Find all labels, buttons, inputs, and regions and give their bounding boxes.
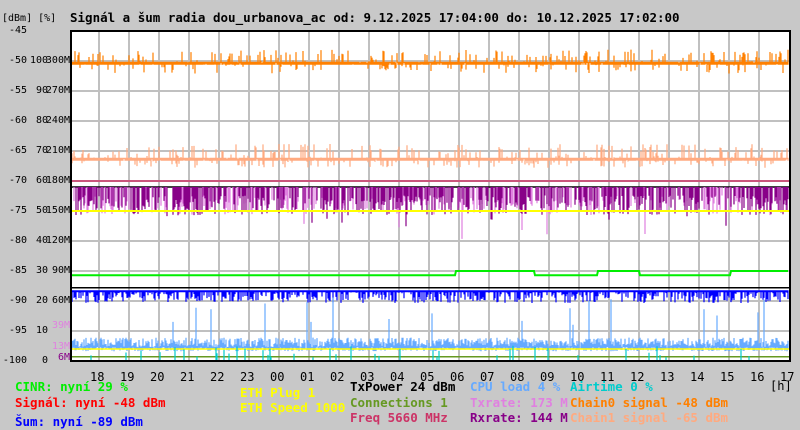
y-tick-label: 40: [35, 235, 48, 246]
y-tick-label: 100: [29, 55, 48, 66]
y-tick-label: 50: [35, 205, 48, 216]
x-tick-label: 06: [450, 370, 465, 384]
y-tick-label: 80: [35, 115, 48, 126]
y-tick-label: -85: [8, 265, 27, 276]
x-tick-label: 22: [210, 370, 225, 384]
legend-signal: Signál: nyní -48 dBm: [15, 395, 166, 410]
x-tick-label: 10: [570, 370, 585, 384]
y-tick-label: 90M: [51, 265, 70, 276]
y-tick-label: -80: [8, 235, 27, 246]
plot-border: [70, 30, 791, 362]
legend-freq: Freq 5660 MHz: [350, 410, 448, 425]
series-airtime: [90, 345, 750, 361]
x-tick-label: 07: [480, 370, 495, 384]
x-tick-label: 20: [150, 370, 165, 384]
series-cinr: [72, 270, 788, 277]
x-tick-label: 08: [510, 370, 525, 384]
y-tick-label: -100: [2, 355, 27, 366]
x-tick-label: 18: [90, 370, 105, 384]
y-tick-label: 13M: [51, 341, 70, 353]
y-tick-label: 10: [35, 325, 48, 336]
y-tick-label: -75: [8, 205, 27, 216]
y-tick-label: 300M: [45, 55, 70, 66]
units-label: [dBm] [%]: [2, 13, 57, 24]
x-tick-label: 01: [300, 370, 315, 384]
y-tick-label: -50: [8, 55, 27, 66]
y-tick-label: -65: [8, 145, 27, 156]
y-tick-label: -60: [8, 115, 27, 126]
y-tick-label: 150M: [45, 205, 70, 216]
legend-noise: Šum: nyní -89 dBm: [15, 414, 143, 429]
legend-connections: Connections 1: [350, 395, 448, 410]
legend-eth-speed: ETH Speed 1000: [240, 400, 346, 415]
y-tick-label: 30: [35, 265, 48, 276]
legend-airtime: Airtime 0 %: [570, 379, 653, 394]
x-tick-label: 11: [600, 370, 615, 384]
y-tick-label: 70: [35, 145, 48, 156]
x-tick-label: 21: [180, 370, 195, 384]
x-tick-label: 19: [120, 370, 135, 384]
y-tick-label: 6M: [57, 351, 70, 363]
x-tick-label: 05: [420, 370, 435, 384]
y-tick-label: 210M: [45, 145, 70, 156]
y-tick-label: 60: [35, 175, 48, 186]
y-tick-label: 0: [41, 355, 48, 366]
x-tick-label: 23: [240, 370, 255, 384]
x-tick-label: 12: [630, 370, 645, 384]
y-tick-label: 120M: [45, 235, 70, 246]
legend-cpu: CPU load 4 %: [470, 379, 561, 394]
x-tick-label: 03: [360, 370, 375, 384]
legend-chain1: Chain1 signal -65 dBm: [570, 410, 729, 425]
legend-chain0: Chain0 signal -48 dBm: [570, 395, 729, 410]
x-tick-label: 16: [750, 370, 765, 384]
x-tick-label: 14: [690, 370, 705, 384]
top-tick-label: -45: [8, 25, 27, 36]
y-tick-label: 39M: [51, 320, 70, 332]
y-tick-label: -90: [8, 295, 27, 306]
x-tick-label: 04: [390, 370, 405, 384]
series-rxrate: [75, 187, 789, 227]
y-tick-label: 60M: [51, 295, 70, 306]
plot-area: [71, 31, 790, 361]
x-tick-label: 17: [780, 370, 795, 384]
y-tick-label: 240M: [45, 115, 70, 126]
x-unit-label: [h]: [770, 379, 792, 393]
legend-txpower: TxPower 24 dBm: [350, 379, 456, 394]
y-tick-label: 20: [35, 295, 48, 306]
y-tick-label: -70: [8, 175, 27, 186]
x-tick-label: 09: [540, 370, 555, 384]
x-tick-label: 15: [720, 370, 735, 384]
chart-title: Signál a šum radia dou_urbanova_ac od: 9…: [70, 10, 680, 25]
x-tick-label: 13: [660, 370, 675, 384]
x-tick-label: 00: [270, 370, 285, 384]
x-tick-label: 02: [330, 370, 345, 384]
y-tick-label: 180M: [45, 175, 70, 186]
legend-rxrate: Rxrate: 144 M: [470, 410, 568, 425]
y-tick-label: -55: [8, 85, 27, 96]
y-tick-label: 90: [35, 85, 48, 96]
legend-eth-plug: ETH Plug 1: [240, 385, 316, 400]
legend-cinr: CINR: nyní 29 %: [15, 379, 128, 394]
y-tick-label: -95: [8, 325, 27, 336]
series-group: [71, 49, 790, 361]
y-tick-label: 270M: [45, 85, 70, 96]
legend-txrate: Txrate: 173 M: [470, 395, 568, 410]
